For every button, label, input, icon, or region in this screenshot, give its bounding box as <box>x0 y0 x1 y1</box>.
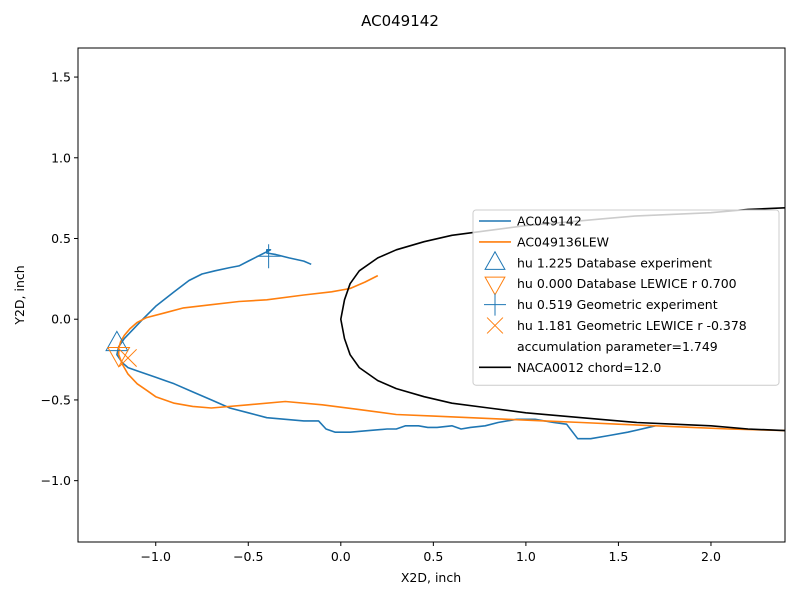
data-marker-2 <box>256 244 281 269</box>
x-tick-label-6: 2.0 <box>701 549 721 564</box>
legend-swatch-2-shape <box>484 250 506 270</box>
y-tick-label-2: 0.0 <box>51 312 71 327</box>
legend-item-7: NACA0012 chord=12.0 <box>479 360 661 375</box>
legend-label-4: hu 0.519 Geometric experiment <box>517 297 718 312</box>
y-tick-label-3: 0.5 <box>51 231 71 246</box>
legend-label-6: accumulation parameter=1.749 <box>517 339 718 354</box>
x-tick-label-0: −1.0 <box>141 549 171 564</box>
legend-item-3: hu 0.000 Database LEWICE r 0.700 <box>484 276 737 296</box>
legend-label-5: hu 1.181 Geometric LEWICE r -0.378 <box>517 318 747 333</box>
legend-item-0: AC049142 <box>479 214 582 229</box>
data-marker-1-shape <box>107 347 131 368</box>
legend-box <box>472 209 780 386</box>
legend-swatch-3-shape <box>484 276 506 296</box>
legend-swatch-3 <box>484 276 506 296</box>
legend-item-5: hu 1.181 Geometric LEWICE r -0.378 <box>486 317 747 334</box>
x-axis-ticks: −1.0 −0.5 0.0 0.5 1.0 1.5 2.0 <box>141 542 721 564</box>
x-axis-label: X2D, inch <box>401 570 461 585</box>
legend-item-1: AC049136LEW <box>479 234 609 249</box>
series-line-1 <box>117 274 785 432</box>
legend-swatch-5-b <box>486 317 504 334</box>
legend-label-7: NACA0012 chord=12.0 <box>517 360 661 375</box>
data-marker-3 <box>118 348 137 367</box>
legend-label-0: AC049142 <box>517 214 582 229</box>
legend-item-6: accumulation parameter=1.749 <box>517 339 718 354</box>
series-line-0 <box>116 249 656 440</box>
legend-label-1: AC049136LEW <box>517 234 609 249</box>
y-tick-label-5: 1.5 <box>51 70 71 85</box>
data-marker-0-shape <box>105 330 129 352</box>
legend-swatch-5 <box>486 317 504 334</box>
x-tick-label-1: −0.5 <box>233 549 263 564</box>
legend-item-2: hu 1.225 Database experiment <box>484 250 712 270</box>
legend-label-3: hu 0.000 Database LEWICE r 0.700 <box>517 276 737 291</box>
y-tick-label-1: −0.5 <box>41 392 71 407</box>
x-tick-label-3: 0.5 <box>423 549 443 564</box>
data-marker-3-b <box>118 348 137 367</box>
marker-layer <box>105 244 281 368</box>
legend-item-4: hu 0.519 Geometric experiment <box>484 293 718 316</box>
y-axis-ticks: −1.0 −0.5 0.0 0.5 1.0 1.5 <box>41 70 78 488</box>
data-marker-0 <box>105 330 129 352</box>
y-tick-label-4: 1.0 <box>51 150 71 165</box>
x-tick-label-2: 0.0 <box>331 549 351 564</box>
y-tick-label-0: −1.0 <box>41 473 71 488</box>
x-tick-label-5: 1.5 <box>608 549 628 564</box>
legend-swatch-4 <box>484 293 506 316</box>
legend-swatch-2 <box>484 250 506 270</box>
chart-title: AC049142 <box>361 12 439 30</box>
legend-label-2: hu 1.225 Database experiment <box>517 255 712 270</box>
plot-frame <box>77 47 786 543</box>
x-tick-label-4: 1.0 <box>516 549 536 564</box>
y-axis-label: Y2D, inch <box>12 265 27 325</box>
legend: AC049142 AC049136LEW hu 1.225 Database exp… <box>472 209 780 386</box>
data-marker-1 <box>107 347 131 368</box>
